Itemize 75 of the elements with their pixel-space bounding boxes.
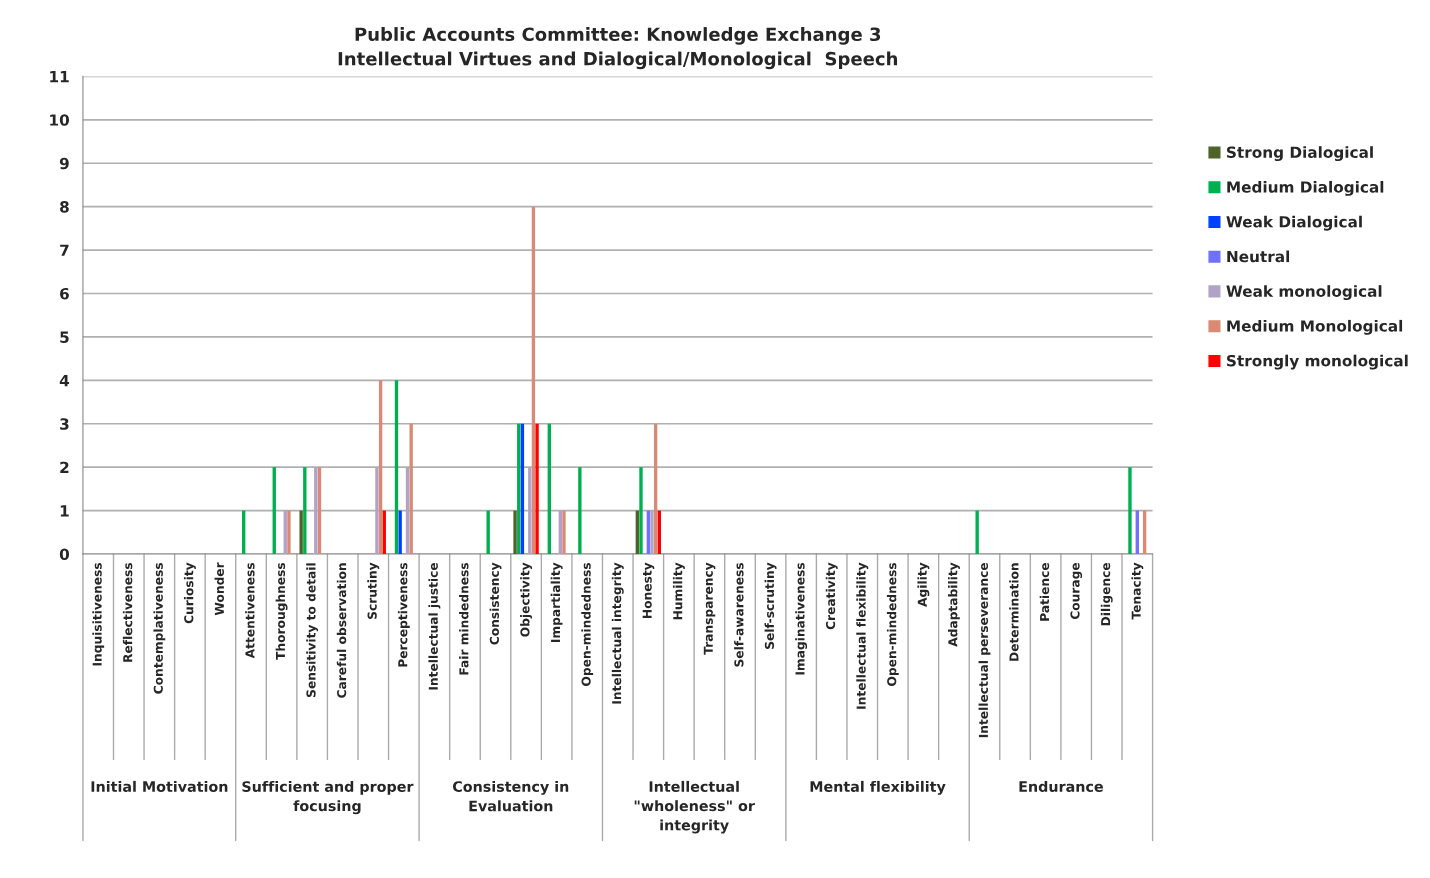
x-tick-label: Perceptiveness	[397, 562, 410, 667]
y-tick-label: 2	[60, 461, 69, 473]
text: Consistency in Evaluation	[452, 780, 569, 812]
x-tick-label: Patience	[1039, 562, 1050, 621]
x-tick-label: Intellectual flexibility	[856, 562, 869, 709]
x-tick-label: Thoroughness	[275, 562, 288, 660]
x-tick-label: Determination	[1009, 563, 1019, 661]
text: Sufficient and proper focusing	[242, 780, 414, 815]
bar	[562, 510, 566, 555]
x-tick-label: Transparency	[703, 562, 716, 655]
y-tick-label: 0	[59, 548, 70, 561]
x-tick-label: Intellectual justice	[428, 562, 441, 690]
x-tick-label: Open-mindedness	[886, 562, 899, 686]
legend-label: Neutral	[1227, 250, 1290, 263]
y-tick-label: 4	[59, 375, 70, 387]
x-tick-label: Honesty	[642, 562, 655, 618]
bar	[486, 510, 490, 555]
bar	[535, 423, 539, 555]
x-tick-label: Consistency	[489, 562, 502, 645]
y-tick-label: 9	[59, 157, 69, 170]
x-tick-label: Careful observation	[336, 563, 347, 698]
bar	[650, 510, 654, 555]
bar	[578, 467, 582, 555]
y-tick-label: 1	[60, 505, 69, 517]
text: Intellectual "wholeness" or integrity	[634, 780, 755, 834]
y-tick-label: 7	[60, 244, 69, 256]
bar	[375, 467, 379, 555]
x-tick-label: Scrutiny	[367, 562, 380, 619]
y-tick-label: 10	[50, 114, 70, 126]
x-tick-label: Attentiveness	[245, 562, 255, 659]
x-tick-label: Agility	[917, 562, 930, 607]
bar	[639, 467, 643, 555]
x-tick-label: Imaginativeness	[795, 562, 808, 675]
x-tick-label: Creativity	[825, 562, 838, 630]
bar	[1128, 467, 1132, 555]
x-tick-label: Self-awareness	[734, 562, 744, 667]
x-tick-label: Wonder	[214, 562, 225, 616]
x-tick-label: Impartiality	[550, 562, 563, 642]
x-tick-label: Courage	[1070, 562, 1083, 620]
legend-label: Weak monological	[1226, 285, 1382, 301]
legend-label: Medium Monological	[1227, 319, 1403, 335]
y-tick-label: 8	[60, 201, 69, 213]
legend-label: Medium Dialogical	[1227, 180, 1384, 196]
bar	[299, 510, 303, 555]
x-tick-label: Sensitivity to detail	[306, 563, 319, 697]
legend-label: Weak Dialogical	[1226, 215, 1362, 231]
bar	[409, 423, 413, 555]
y-tick-label: 6	[60, 287, 69, 300]
y-tick-label: 3	[60, 418, 69, 430]
x-tick-label: Tenacity	[1131, 562, 1144, 620]
x-tick-label: Fair mindedness	[459, 562, 469, 675]
x-tick-label: Humility	[672, 562, 685, 620]
chart-title: Public Accounts Committee: Knowledge Exchange 3 Intellectual Virtues and Dialogical/Monological Speech	[338, 27, 898, 70]
bar	[287, 510, 291, 555]
x-tick-label: Diligence	[1100, 562, 1113, 626]
x-tick-label: Intellectual integrity	[611, 562, 624, 704]
x-tick-label: Adaptability	[947, 562, 960, 647]
x-tick-label: Objectivity	[520, 562, 533, 637]
y-tick-label: 11	[50, 71, 69, 83]
x-tick-label: Curiosity	[183, 562, 196, 624]
text: Initial Motivation	[91, 780, 228, 792]
y-tick-label: 5	[60, 331, 69, 343]
x-tick-label: Self-scrutiny	[764, 562, 777, 649]
text: Endurance	[1019, 780, 1103, 792]
legend-label: Strong Dialogical	[1227, 146, 1373, 162]
legend-label: Strongly monological	[1227, 354, 1408, 370]
bar	[513, 510, 517, 555]
bar	[398, 510, 402, 555]
x-tick-label: Open-mindedness	[581, 562, 594, 686]
x-tick-label: Contemplativeness	[153, 562, 166, 694]
bar	[975, 510, 979, 555]
x-tick-label: Inquisitiveness	[92, 562, 105, 666]
x-tick-label: Intellectual perseverance	[978, 562, 991, 738]
x-tick-label: Reflectiveness	[122, 562, 133, 662]
text: Mental flexibility	[810, 780, 946, 795]
